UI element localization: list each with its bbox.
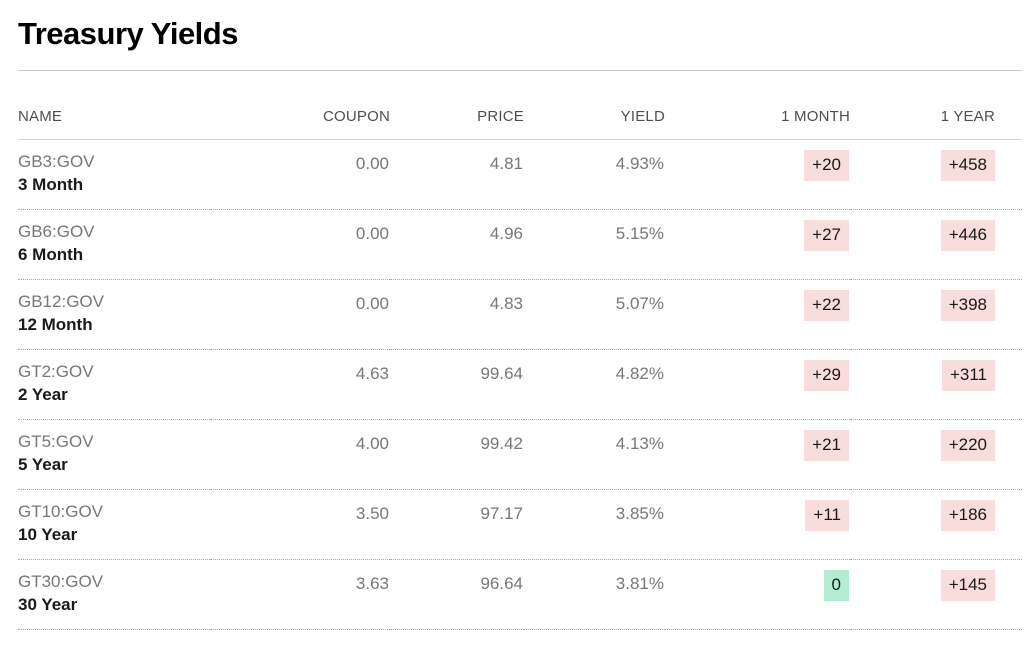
price-cell: 4.96 [390, 209, 524, 280]
price-cell: 99.42 [390, 419, 524, 490]
yield-cell: 4.13% [524, 419, 665, 490]
one-year-change-cell: +220 [850, 419, 1022, 490]
name-cell: GB6:GOV 6 Month [18, 209, 210, 280]
one-year-change-cell: +458 [850, 139, 1022, 210]
price-cell: 4.83 [390, 279, 524, 350]
one-year-change-badge: +220 [940, 430, 995, 461]
one-year-change-badge: +311 [941, 360, 995, 391]
name-cell: GT5:GOV 5 Year [18, 419, 210, 490]
one-month-change-badge: +29 [804, 360, 849, 391]
yield-cell: 5.15% [524, 209, 665, 280]
name-cell: GT2:GOV 2 Year [18, 349, 210, 420]
coupon-cell: 0.00 [210, 139, 390, 210]
one-year-change-cell: +186 [850, 489, 1022, 560]
price-cell: 4.81 [390, 139, 524, 210]
table-row: GB3:GOV 3 Month 0.00 4.81 4.93% +20 +458 [18, 139, 1022, 210]
column-header-price: PRICE [390, 71, 524, 140]
price-cell: 97.17 [390, 489, 524, 560]
one-month-change-cell: 0 [665, 559, 850, 630]
one-year-change-badge: +458 [940, 150, 995, 181]
one-month-change-cell: +11 [665, 489, 850, 560]
security-ticker-link[interactable]: GT30:GOV [18, 572, 104, 591]
table-row: GT10:GOV 10 Year 3.50 97.17 3.85% +11 +1… [18, 489, 1022, 560]
column-header-one-year: 1 YEAR [850, 71, 1022, 140]
treasury-yields-table: NAME COUPON PRICE YIELD 1 MONTH 1 YEAR G… [18, 71, 1022, 630]
security-tenor: 10 Year [18, 525, 78, 544]
one-month-change-badge: +11 [805, 500, 849, 531]
name-cell: GB3:GOV 3 Month [18, 139, 210, 210]
column-header-coupon: COUPON [210, 71, 390, 140]
yield-cell: 4.82% [524, 349, 665, 420]
table-row: GT30:GOV 30 Year 3.63 96.64 3.81% 0 +145 [18, 559, 1022, 630]
price-cell: 99.64 [390, 349, 524, 420]
column-header-name: NAME [18, 71, 210, 140]
security-tenor: 5 Year [18, 455, 68, 474]
one-year-change-cell: +145 [850, 559, 1022, 630]
security-tenor: 6 Month [18, 245, 84, 264]
coupon-cell: 0.00 [210, 209, 390, 280]
table-header-row: NAME COUPON PRICE YIELD 1 MONTH 1 YEAR [18, 71, 1022, 140]
one-year-change-cell: +446 [850, 209, 1022, 280]
security-ticker-link[interactable]: GB12:GOV [18, 292, 104, 311]
security-ticker-link[interactable]: GT2:GOV [18, 362, 94, 381]
yield-cell: 3.85% [524, 489, 665, 560]
one-month-change-cell: +20 [665, 139, 850, 210]
security-ticker-link[interactable]: GB3:GOV [18, 152, 95, 171]
coupon-cell: 4.63 [210, 349, 390, 420]
yield-cell: 5.07% [524, 279, 665, 350]
one-month-change-cell: +22 [665, 279, 850, 350]
one-month-change-badge: +21 [804, 430, 849, 461]
coupon-cell: 0.00 [210, 279, 390, 350]
security-ticker-link[interactable]: GT5:GOV [18, 432, 94, 451]
one-year-change-cell: +398 [850, 279, 1022, 350]
column-header-yield: YIELD [524, 71, 665, 140]
one-month-change-badge: 0 [823, 570, 849, 601]
title-divider [18, 70, 1022, 71]
treasury-yields-section: Treasury Yields NAME COUPON PRICE YIELD … [0, 17, 1024, 630]
security-tenor: 2 Year [18, 385, 68, 404]
one-year-change-badge: +398 [940, 290, 995, 321]
one-year-change-badge: +446 [940, 220, 995, 251]
price-cell: 96.64 [390, 559, 524, 630]
coupon-cell: 3.50 [210, 489, 390, 560]
security-tenor: 30 Year [18, 595, 78, 614]
name-cell: GB12:GOV 12 Month [18, 279, 210, 350]
one-month-change-badge: +22 [804, 290, 849, 321]
table-row: GT2:GOV 2 Year 4.63 99.64 4.82% +29 +311 [18, 349, 1022, 420]
yield-cell: 3.81% [524, 559, 665, 630]
one-month-change-cell: +27 [665, 209, 850, 280]
yield-cell: 4.93% [524, 139, 665, 210]
name-cell: GT30:GOV 30 Year [18, 559, 210, 630]
one-month-change-badge: +20 [804, 150, 849, 181]
one-month-change-badge: +27 [804, 220, 849, 251]
one-month-change-cell: +29 [665, 349, 850, 420]
coupon-cell: 3.63 [210, 559, 390, 630]
column-header-one-month: 1 MONTH [665, 71, 850, 140]
one-month-change-cell: +21 [665, 419, 850, 490]
one-year-change-badge: +145 [940, 570, 995, 601]
security-ticker-link[interactable]: GT10:GOV [18, 502, 104, 521]
table-row: GB6:GOV 6 Month 0.00 4.96 5.15% +27 +446 [18, 209, 1022, 280]
one-year-change-badge: +186 [940, 500, 995, 531]
security-tenor: 12 Month [18, 315, 93, 334]
table-row: GB12:GOV 12 Month 0.00 4.83 5.07% +22 +3… [18, 279, 1022, 350]
one-year-change-cell: +311 [850, 349, 1022, 420]
security-ticker-link[interactable]: GB6:GOV [18, 222, 95, 241]
coupon-cell: 4.00 [210, 419, 390, 490]
page-title: Treasury Yields [18, 16, 238, 51]
security-tenor: 3 Month [18, 175, 84, 194]
table-row: GT5:GOV 5 Year 4.00 99.42 4.13% +21 +220 [18, 419, 1022, 490]
name-cell: GT10:GOV 10 Year [18, 489, 210, 560]
